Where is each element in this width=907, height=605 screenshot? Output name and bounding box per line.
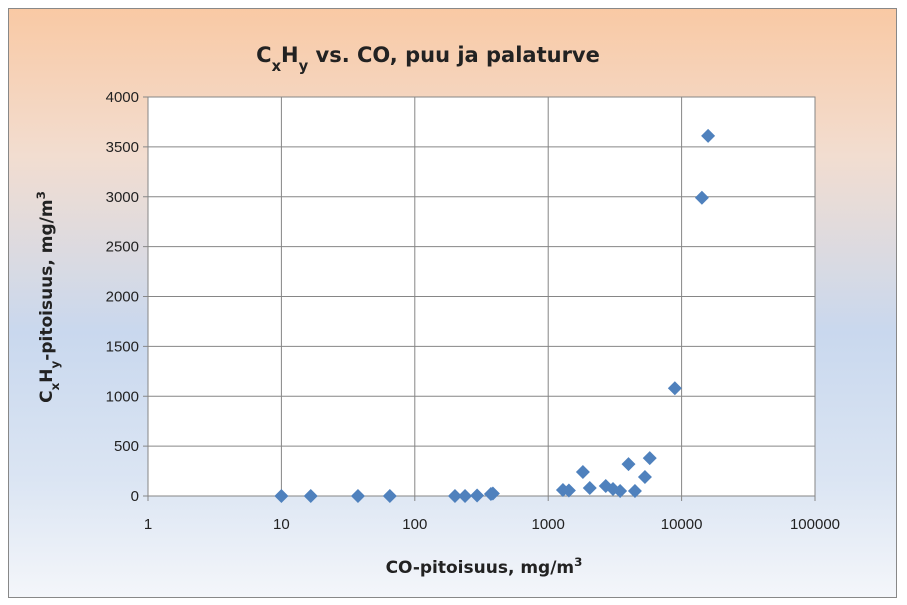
marker — [642, 451, 657, 466]
text-part: C — [256, 43, 271, 67]
marker — [582, 481, 597, 496]
marker — [485, 486, 500, 501]
marker — [621, 457, 636, 472]
y-tick-label: 1000 — [106, 388, 139, 405]
text-part: y — [48, 360, 62, 368]
x-axis-label: CO-pitoisuus, mg/m3 — [386, 555, 583, 578]
marker — [303, 489, 318, 503]
marker — [694, 190, 709, 205]
x-tick-label: 1000 — [532, 516, 565, 533]
x-tick-label: 1 — [144, 516, 152, 533]
text-part: x — [272, 58, 282, 75]
y-axis-label: CxHy-pitoisuus, mg/m3 — [34, 191, 62, 403]
marker — [627, 484, 642, 499]
text-part: H — [37, 368, 57, 382]
marker — [274, 489, 289, 503]
text-part: y — [299, 58, 309, 75]
y-tick-label: 0 — [131, 488, 139, 505]
marker — [575, 465, 590, 480]
markers — [274, 128, 716, 503]
marker — [382, 489, 397, 503]
marker — [447, 489, 462, 503]
marker — [470, 488, 485, 503]
text-part: 3 — [34, 191, 48, 199]
text-part: 3 — [574, 555, 582, 569]
x-tick-label: 100 — [402, 516, 427, 533]
text-part: vs. CO, puu ja palaturve — [308, 43, 600, 67]
marker — [667, 381, 682, 396]
y-tick-label: 1500 — [106, 338, 139, 355]
text-part: C — [37, 390, 57, 402]
x-tick-label: 10000 — [661, 516, 703, 533]
y-tick-label: 2000 — [106, 289, 139, 306]
marker — [458, 489, 473, 503]
marker — [613, 484, 628, 499]
y-tick-label: 3500 — [106, 139, 139, 156]
y-tick-label: 4000 — [106, 89, 139, 106]
text-part: H — [281, 43, 299, 67]
x-tick-label: 10 — [273, 516, 290, 533]
text-part: CO-pitoisuus, mg/m — [386, 558, 575, 578]
text-part: -pitoisuus, mg/m — [37, 199, 57, 360]
text-part: x — [48, 382, 62, 390]
marker — [637, 470, 652, 485]
x-tick-label: 100000 — [790, 516, 840, 533]
chart-title: CxHy vs. CO, puu ja palaturve — [256, 43, 600, 75]
y-tick-label: 2500 — [106, 239, 139, 256]
y-tick-label: 3000 — [106, 189, 139, 206]
marker — [350, 489, 365, 503]
y-tick-label: 500 — [114, 438, 139, 455]
marker — [561, 483, 576, 498]
marker — [701, 128, 716, 143]
